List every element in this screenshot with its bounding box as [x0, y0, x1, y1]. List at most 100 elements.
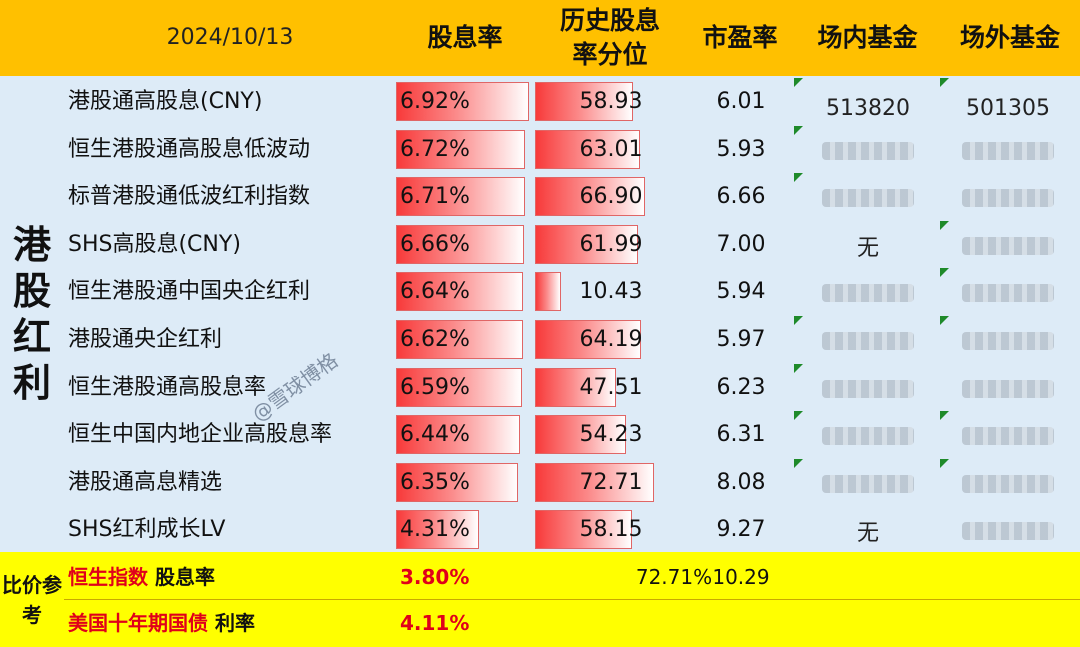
pe-value: 5.94 [716, 279, 766, 305]
group-label: 港股红利 [12, 223, 51, 405]
dividend-yield-value: 6.59% [400, 374, 470, 400]
index-name: 恒生港股通高股息低波动 [68, 136, 311, 162]
group-label-cell: 港股红利 [0, 76, 64, 552]
table-row: SHS红利成长LV 4.31% 58.15 9.27 无 [64, 506, 1080, 554]
percentile-bar [535, 367, 617, 407]
pe-value: 7.00 [716, 231, 766, 257]
percentile-value: 10.43 [579, 279, 643, 305]
dividend-yield-bar [396, 224, 524, 264]
header-dividend-yield: 股息率 [427, 23, 503, 52]
redacted-fund-code [822, 379, 914, 398]
redacted-fund-code [962, 332, 1054, 350]
compare-name-suffix: 股息率 [148, 565, 215, 589]
dividend-yield-bar [396, 510, 479, 550]
compare-name-suffix: 利率 [208, 611, 255, 635]
table-row: SHS高股息(CNY) 6.66% 61.99 7.00 无 [64, 220, 1080, 269]
header-otc-fund: 场外基金 [959, 23, 1060, 52]
percentile-value: 58.15 [579, 517, 643, 543]
pe-value: 6.31 [716, 422, 766, 448]
percentile-value: 54.23 [579, 422, 643, 448]
header-date: 2024/10/13 [166, 25, 294, 50]
percentile-bar [535, 462, 655, 502]
dividend-yield-value: 6.35% [400, 469, 470, 495]
compare-percentile: 72.71% [635, 565, 713, 589]
percentile-bar [535, 272, 561, 312]
percentile-bar [535, 415, 627, 455]
table-row: 恒生港股通高股息率 6.59% 47.51 6.23 [64, 363, 1080, 412]
redacted-fund-code [822, 474, 914, 493]
table-row: 恒生港股通中国央企红利 6.64% 10.43 5.94 [64, 268, 1080, 316]
dividend-yield-bar [396, 415, 520, 455]
percentile-bar [535, 129, 640, 169]
compare-pe: 10.29 [712, 565, 770, 589]
percentile-value: 72.71 [579, 469, 643, 495]
table-row: 港股通高息精选 6.35% 72.71 8.08 [64, 458, 1080, 507]
pe-value: 8.08 [716, 469, 766, 495]
percentile-bar [535, 177, 646, 217]
index-name: 恒生中国内地企业高股息率 [68, 422, 333, 448]
dividend-yield-value: 6.44% [400, 422, 470, 448]
compare-label: 比价参考 [2, 572, 62, 627]
redacted-fund-code [962, 427, 1054, 446]
cell-comment-marker [940, 458, 949, 468]
compare-name-highlight: 美国十年期国债 [68, 611, 208, 635]
cell-comment-marker [940, 220, 949, 230]
pe-value: 6.23 [716, 374, 766, 400]
redacted-fund-code [822, 427, 914, 446]
index-name: 恒生港股通中国央企红利 [68, 279, 311, 305]
percentile-value: 63.01 [579, 136, 643, 162]
redacted-fund-code [822, 141, 914, 160]
index-name: 港股通高息精选 [68, 469, 223, 495]
dividend-yield-value: 6.71% [400, 184, 470, 210]
redacted-fund-code [962, 236, 1054, 255]
dividend-yield-value: 6.64% [400, 279, 470, 305]
compare-divider [64, 599, 1080, 600]
table-row: 港股通高股息(CNY) 6.92% 58.93 6.01 513820 501305 [64, 78, 1080, 126]
compare-name-highlight: 恒生指数 [68, 565, 148, 589]
cell-comment-marker [940, 411, 949, 421]
compare-yield: 4.11% [400, 611, 470, 635]
dividend-yield-bar [396, 272, 524, 312]
percentile-bar [535, 82, 634, 121]
cell-comment-marker [794, 316, 803, 325]
header-hist-percentile: 历史股息率分位 [559, 6, 660, 69]
dividend-yield-value: 6.72% [400, 136, 470, 162]
pe-value: 9.27 [716, 517, 766, 543]
index-name: SHS高股息(CNY) [68, 231, 241, 257]
redacted-fund-code [962, 522, 1054, 541]
index-name: 标普港股通低波红利指数 [68, 184, 311, 210]
cell-comment-marker [794, 125, 803, 135]
percentile-value: 61.99 [579, 231, 643, 257]
otc-fund-code: 501305 [966, 96, 1050, 121]
redacted-fund-code [962, 189, 1054, 208]
dividend-yield-bar [396, 177, 525, 217]
pe-value: 6.66 [716, 184, 766, 210]
header-exchange-fund: 场内基金 [817, 23, 918, 52]
dividend-yield-value: 6.66% [400, 231, 470, 257]
pe-value: 6.01 [716, 89, 766, 114]
percentile-bar [535, 510, 633, 550]
pe-value: 5.93 [716, 136, 766, 162]
percentile-bar [535, 320, 642, 359]
cell-comment-marker [940, 316, 949, 325]
redacted-fund-code [822, 332, 914, 350]
table-row: 恒生中国内地企业高股息率 6.44% 54.23 6.31 [64, 411, 1080, 459]
dividend-yield-bar [396, 82, 529, 121]
compare-row-ust10y: 美国十年期国债 利率 4.11% [64, 600, 1080, 647]
index-name: SHS红利成长LV [68, 517, 226, 543]
cell-comment-marker [794, 411, 803, 421]
index-name: 恒生港股通高股息率 [68, 374, 267, 400]
table-row: 港股通央企红利 6.62% 64.19 5.97 [64, 316, 1080, 364]
percentile-value: 47.51 [579, 374, 643, 400]
exchange-fund-code: 513820 [826, 96, 910, 121]
header-pe: 市盈率 [702, 23, 778, 52]
percentile-bar [535, 224, 638, 264]
cell-comment-marker [794, 458, 803, 468]
percentile-value: 58.93 [579, 89, 643, 114]
dividend-yield-value: 6.92% [400, 89, 470, 114]
compare-yield: 3.80% [400, 565, 470, 589]
compare-name: 恒生指数 股息率 [68, 554, 215, 601]
index-name: 港股通高股息(CNY) [68, 89, 263, 114]
dividend-yield-bar [396, 462, 518, 502]
